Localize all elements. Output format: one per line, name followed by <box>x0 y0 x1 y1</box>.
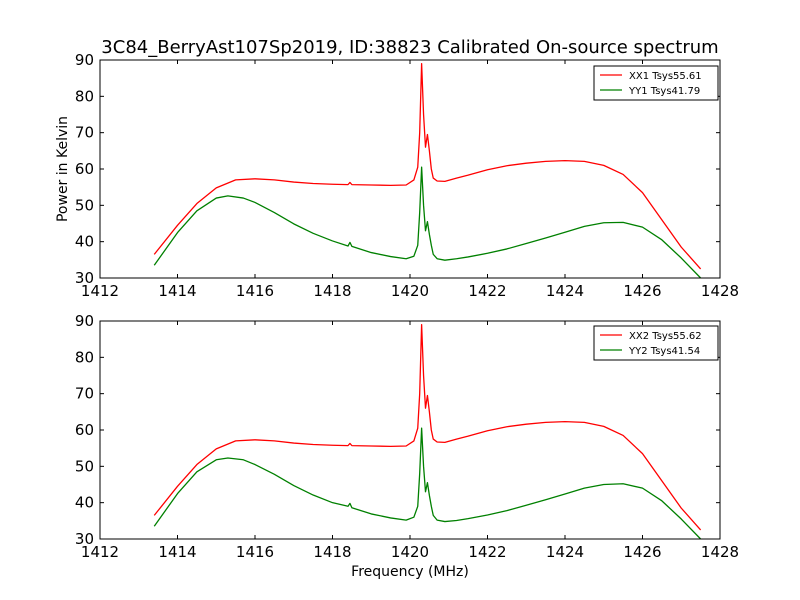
y-tick-label: 60 <box>75 421 94 439</box>
x-tick-label: 1422 <box>468 282 506 300</box>
x-tick-label: 1428 <box>701 543 739 561</box>
x-tick-label: 1416 <box>236 282 274 300</box>
y-tick-label: 50 <box>75 196 94 214</box>
x-tick-label: 1416 <box>236 543 274 561</box>
y-tick-label: 40 <box>75 233 94 251</box>
legend-box <box>593 65 719 101</box>
legend-label: YY1 Tsys41.79 <box>628 86 700 97</box>
bottom-panel: 1412 1414 1416 1418 1420 1422 1424 1426 1428 30 40… <box>75 312 739 580</box>
y-tick-label: 70 <box>75 124 94 142</box>
legend: XX1 Tsys55.61 YY1 Tsys41.79 <box>593 65 719 101</box>
y-tick-label: 80 <box>75 348 94 366</box>
series-line-0 <box>153 62 702 270</box>
legend-box <box>593 325 719 361</box>
x-tick-label: 1426 <box>623 282 661 300</box>
legend: XX2 Tsys55.62 YY2 Tsys41.54 <box>593 325 719 361</box>
chart-title: 3C84_BerryAst107Sp2019, ID:38823 Calibra… <box>101 37 718 58</box>
y-tick-label: 90 <box>75 51 94 69</box>
x-tick-label: 1424 <box>546 543 584 561</box>
x-tick-label: 1420 <box>391 282 429 300</box>
legend-label: XX2 Tsys55.62 <box>629 331 702 342</box>
y-tick-label: 30 <box>75 269 94 287</box>
y-axis-label: Power in Kelvin <box>55 116 71 222</box>
x-tick-label: 1422 <box>468 543 506 561</box>
y-tick-label: 40 <box>75 494 94 512</box>
x-tick-label: 1428 <box>701 282 739 300</box>
legend-label: YY2 Tsys41.54 <box>628 346 700 357</box>
legend-label: XX1 Tsys55.61 <box>629 71 702 82</box>
x-axis-label: Frequency (MHz) <box>351 564 469 580</box>
x-tick-label: 1426 <box>623 543 661 561</box>
series-line-1 <box>153 427 702 540</box>
top-panel: 1412 1414 1416 1418 1420 1422 1424 1426 1428 30 40… <box>55 51 739 300</box>
x-tick-label: 1420 <box>391 543 429 561</box>
series-line-0 <box>153 323 702 531</box>
y-tick-label: 90 <box>75 312 94 330</box>
x-tick-label: 1414 <box>158 282 196 300</box>
x-tick-label: 1412 <box>81 543 119 561</box>
series-line-1 <box>153 166 702 279</box>
y-tick-label: 30 <box>75 530 94 548</box>
x-tick-label: 1418 <box>313 543 351 561</box>
x-tick-label: 1418 <box>313 282 351 300</box>
y-tick-label: 50 <box>75 457 94 475</box>
y-tick-label: 70 <box>75 385 94 403</box>
x-tick-label: 1424 <box>546 282 584 300</box>
y-tick-label: 80 <box>75 87 94 105</box>
x-tick-label: 1412 <box>81 282 119 300</box>
x-tick-label: 1414 <box>158 543 196 561</box>
y-tick-label: 60 <box>75 160 94 178</box>
